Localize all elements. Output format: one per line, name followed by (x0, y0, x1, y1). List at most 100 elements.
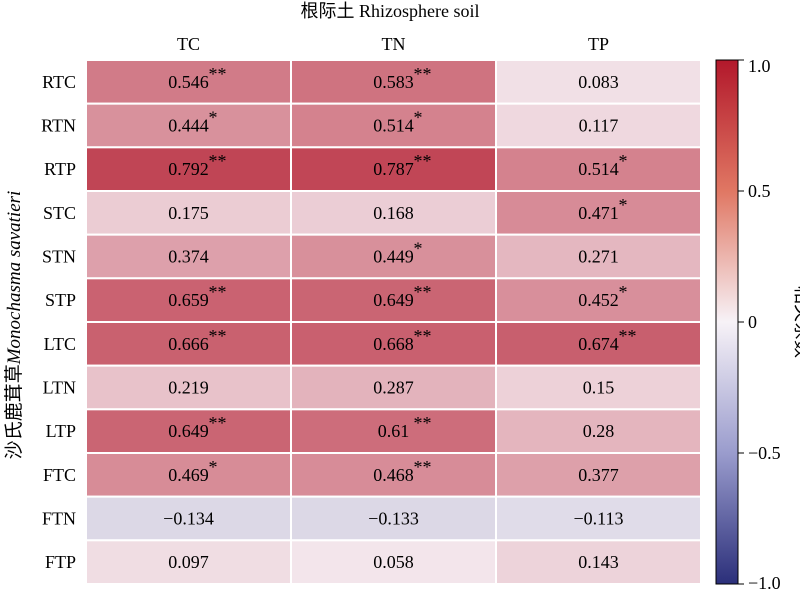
heatmap-cell (85, 452, 292, 498)
cell-value-label: 0.058 (373, 552, 414, 572)
cell-value-label: 0.649 (373, 290, 414, 310)
cell-value-label: 0.469 (168, 465, 209, 485)
cell-value-label: 0.374 (168, 247, 209, 267)
significance-marker: ** (414, 326, 432, 346)
column-label: TC (177, 34, 200, 54)
cell-value-label: 0.377 (578, 465, 619, 485)
colorbar-gradient (715, 59, 739, 585)
significance-marker: * (619, 151, 628, 171)
heatmap-cell (495, 408, 702, 455)
cell-value-label: 0.514 (578, 159, 619, 179)
significance-marker: * (209, 108, 218, 128)
significance-marker: * (414, 239, 423, 259)
row-label: RTN (41, 116, 76, 136)
significance-marker: * (619, 195, 628, 215)
cell-value-label: 0.514 (373, 116, 414, 136)
heatmap-cell (290, 146, 497, 192)
heatmap-cell (85, 321, 292, 367)
cell-value-label: 0.219 (168, 378, 209, 398)
heatmap-cell (290, 452, 497, 498)
significance-marker: ** (209, 413, 227, 433)
colorbar-ticks: 1.0 0.5 0 −0.5 −1.0 (738, 56, 781, 593)
cell-value-label: 0.117 (579, 116, 619, 136)
cell-value-label: 0.271 (578, 247, 619, 267)
heatmap-cell (495, 102, 702, 149)
significance-marker: * (414, 108, 423, 128)
colorbar-tick-label: 0.5 (748, 181, 771, 201)
significance-marker: ** (414, 151, 432, 171)
row-label: RTC (42, 72, 76, 92)
cell-value-label: 0.792 (168, 159, 209, 179)
row-label: LTP (46, 421, 76, 441)
cell-value-label: −0.113 (574, 509, 624, 529)
heatmap-cell (495, 495, 702, 542)
heatmap-cell (290, 277, 497, 324)
row-labels: RTC RTN RTP STC STN STP LTC LTN LTP FTC FTN FTP (41, 72, 76, 572)
cell-value-label: 0.659 (168, 290, 209, 310)
cell-value-label: 0.583 (373, 72, 414, 92)
colorbar-label: 相关系数 (792, 286, 800, 358)
significance-marker: ** (209, 64, 227, 84)
cell-value-label: 0.143 (578, 552, 619, 572)
cell-value-label: 0.61 (378, 421, 410, 441)
cell-value-label: −0.134 (163, 509, 214, 529)
heatmap-cell (85, 364, 292, 411)
heatmap-cell (85, 190, 292, 236)
cell-value-label: 0.28 (583, 421, 615, 441)
cell-value-label: 0.649 (168, 421, 209, 441)
heatmap-cell (85, 539, 292, 585)
cell-value-label: 0.471 (578, 203, 619, 223)
heatmap-cell (290, 59, 497, 105)
heatmap-cell (85, 495, 292, 542)
heatmap-cell (290, 539, 497, 585)
significance-marker: ** (209, 326, 227, 346)
heatmap-cell (85, 277, 292, 324)
cell-value-label: 0.674 (578, 334, 619, 354)
cell-value-label: 0.097 (168, 552, 209, 572)
significance-marker: ** (209, 151, 227, 171)
cell-value-label: 0.175 (168, 203, 209, 223)
cell-value-label: 0.444 (168, 116, 209, 136)
significance-marker: ** (414, 457, 432, 477)
cell-value-label: 0.787 (373, 159, 414, 179)
significance-marker: * (619, 282, 628, 302)
heatmap-cell (290, 233, 497, 280)
significance-marker: * (209, 457, 218, 477)
heatmap-cell (495, 190, 702, 236)
cell-value-label: 0.083 (578, 72, 619, 92)
colorbar-tick-label: −0.5 (748, 443, 781, 463)
cell-value-label: 0.168 (373, 203, 414, 223)
y-axis-label-latin: Monochasma savatieri (4, 191, 25, 366)
significance-marker: ** (414, 282, 432, 302)
cell-value-label: −0.133 (368, 509, 419, 529)
significance-marker: ** (209, 282, 227, 302)
colorbar-tick-label: 1.0 (748, 56, 771, 76)
heatmap-cell (495, 321, 702, 367)
row-label: FTN (42, 509, 76, 529)
cell-value-label: 0.449 (373, 247, 414, 267)
cell-value-label: 0.287 (373, 378, 414, 398)
cell-value-label: 0.668 (373, 334, 414, 354)
row-label: RTP (44, 159, 76, 179)
colorbar-tick-label: −1.0 (748, 573, 781, 591)
heatmap-cell (495, 364, 702, 411)
colorbar-tick-label: 0 (748, 312, 757, 332)
row-label: LTC (44, 334, 76, 354)
row-label: STN (42, 247, 76, 267)
cell-value-label: 0.546 (168, 72, 209, 92)
significance-marker: ** (619, 326, 637, 346)
column-label: TP (588, 34, 609, 54)
cell-value-label: 0.666 (168, 334, 209, 354)
heatmap-cell (495, 539, 702, 585)
row-label: LTN (43, 378, 76, 398)
significance-marker: ** (414, 64, 432, 84)
chart-title: 根际土 Rhizosphere soil (301, 1, 480, 21)
cell-value-label: 0.468 (373, 465, 414, 485)
heatmap-cell (495, 277, 702, 324)
cell-value-label: 0.452 (578, 290, 619, 310)
y-axis-label-cn: 沙氏鹿茸草 (3, 364, 25, 459)
row-label: STC (43, 203, 76, 223)
heatmap-cell (290, 321, 497, 367)
